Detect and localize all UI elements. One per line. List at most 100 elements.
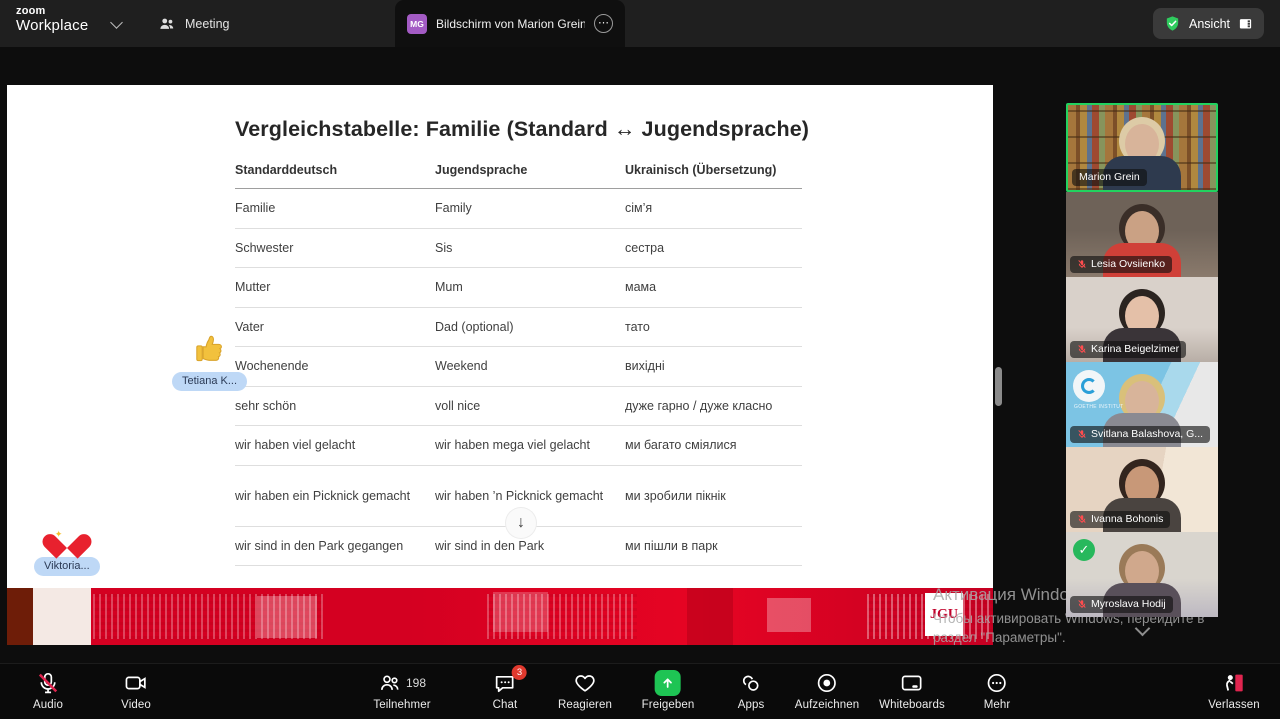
participants-count: 198 <box>405 676 427 690</box>
table-cell: дуже гарно / дуже класно <box>625 398 773 413</box>
muted-mic-icon <box>1078 345 1086 353</box>
muted-mic-icon <box>1078 260 1086 268</box>
table-cell: ми пішли в парк <box>625 538 718 553</box>
table-cell: wir haben ein Picknick gemacht <box>235 488 411 503</box>
participant-name-badge: Karina Beigelzimer <box>1070 341 1187 358</box>
mic-muted-icon <box>38 672 58 694</box>
record-button[interactable]: Aufzeichnen <box>795 671 859 711</box>
audio-button[interactable]: Audio <box>33 671 63 711</box>
participant-tile-lesia-ovsiienko[interactable]: Lesia Ovsiienko <box>1066 192 1218 277</box>
table-cell: Sis <box>435 240 453 255</box>
chat-icon <box>496 675 514 693</box>
table-row: Familie Family сім’я <box>235 189 802 229</box>
participant-name: Myroslava Hodij <box>1091 598 1166 610</box>
audio-label: Audio <box>33 699 63 711</box>
participants-label: Teilnehmer <box>373 699 431 711</box>
reaction-name-badge: Viktoria... <box>34 557 100 576</box>
view-button-label: Ansicht <box>1189 16 1230 31</box>
participant-tile-svitlana-balashova[interactable]: GOETHE INSTITUT Svitlana Balashova, G... <box>1066 362 1218 447</box>
participants-button[interactable]: 198 Teilnehmer <box>373 671 431 711</box>
participant-tile-myroslava-hodij[interactable]: ✓ Myroslava Hodij <box>1066 532 1218 617</box>
more-button[interactable]: Mehr <box>984 671 1011 711</box>
apps-button[interactable]: Apps <box>738 671 765 711</box>
participant-tile-ivanna-bohonis[interactable]: Ivanna Bohonis <box>1066 447 1218 532</box>
share-button[interactable]: Freigeben <box>641 670 695 711</box>
muted-mic-icon <box>1078 600 1086 608</box>
logo-line-workplace: Workplace <box>16 16 89 34</box>
muted-mic-icon <box>1078 515 1086 523</box>
logo-line-zoom: zoom <box>16 5 46 17</box>
check-icon: ✓ <box>1078 542 1090 557</box>
table-cell: Family <box>435 201 472 216</box>
participant-name-badge: Svitlana Balashova, G... <box>1070 426 1211 443</box>
table-row: wir sind in den Park gegangen wir sind i… <box>235 527 802 566</box>
mosaic-tile <box>767 598 811 632</box>
table-row: sehr schön voll nice дуже гарно / дуже к… <box>235 387 802 426</box>
participant-name-badge: Ivanna Bohonis <box>1070 511 1171 528</box>
workspace-chevron-down-icon[interactable] <box>110 16 123 29</box>
reaction-thumbs-up: Tetiana K... <box>172 330 248 391</box>
reaction-name-badge: Tetiana K... <box>172 372 248 391</box>
mosaic-tile <box>493 592 548 632</box>
gallery-layout-icon <box>1239 19 1252 29</box>
participant-name: Ivanna Bohonis <box>1091 513 1164 525</box>
heart-outline-icon <box>575 675 595 692</box>
more-label: Mehr <box>983 699 1011 711</box>
table-cell: wir sind in den Park gegangen <box>235 538 404 553</box>
tab-meeting[interactable]: Meeting <box>158 0 229 47</box>
slide-scroll-down-button: ↓ <box>506 508 536 538</box>
participant-tile-marion-grein[interactable]: Marion Grein <box>1066 103 1218 192</box>
share-tab-label: Bildschirm von Marion Grein <box>436 16 585 31</box>
table-cell: ми зробили пікнік <box>625 488 726 503</box>
people-icon <box>160 18 174 29</box>
table-cell: Schwester <box>235 240 294 255</box>
table-cell: сестра <box>625 240 665 255</box>
comparison-table: Standarddeutsch Jugendsprache Ukrainisch… <box>235 163 802 566</box>
react-button[interactable]: Reagieren <box>558 671 612 711</box>
chat-button[interactable]: 3 Chat <box>493 665 527 711</box>
participant-name: Svitlana Balashova, G... <box>1091 428 1204 440</box>
chat-unread-badge: 3 <box>511 665 527 680</box>
ellipsis-icon <box>987 673 1007 693</box>
meeting-toolbar: Audio Video 198 Teilnehmer <box>0 663 1280 719</box>
shared-screen-scrollbar[interactable] <box>995 367 1002 406</box>
table-cell: Vater <box>235 319 264 334</box>
table-row: Wochenende Weekend вихідні <box>235 347 802 387</box>
mosaic-texture <box>93 594 323 639</box>
table-cell: voll nice <box>435 398 481 413</box>
video-button[interactable]: Video <box>121 671 151 711</box>
jgu-logo-text: JGU <box>930 606 958 622</box>
participants-scroll-down[interactable] <box>1130 620 1154 641</box>
leave-button[interactable]: Verlassen <box>1208 671 1260 711</box>
watermark-line: раздел "Параметры". <box>933 630 1066 645</box>
heart-icon: ✦ <box>52 524 82 551</box>
participant-name-badge: Lesia Ovsiienko <box>1070 256 1173 273</box>
table-cell: тато <box>625 319 650 334</box>
tab-screen-share[interactable]: MG Bildschirm von Marion Grein ⋯ <box>395 0 625 47</box>
table-cell: wir haben ’n Picknick gemacht <box>435 488 604 503</box>
shared-screen-slide: Vergleichstabelle: Familie (Standard ↔ J… <box>7 85 993 645</box>
participant-tile-karina-beigelzimer[interactable]: Karina Beigelzimer <box>1066 277 1218 362</box>
table-cell: сім’я <box>625 201 653 216</box>
table-row: Mutter Mum мама <box>235 268 802 308</box>
slide-title: Vergleichstabelle: Familie (Standard ↔ J… <box>235 117 810 141</box>
tab-more-options-icon[interactable]: ⋯ <box>594 14 613 33</box>
camera-icon <box>125 676 147 690</box>
down-arrow-icon: ↓ <box>517 514 525 531</box>
watermark-line: Активация Windows <box>933 585 1090 604</box>
table-cell: вихідні <box>625 359 665 374</box>
table-cell: Weekend <box>435 359 488 374</box>
table-cell: Mutter <box>235 280 271 295</box>
table-cell: wir sind in den Park <box>435 538 545 553</box>
jgu-logo: JGU <box>925 593 963 636</box>
table-row: wir haben viel gelacht wir haben mega vi… <box>235 426 802 466</box>
share-label: Freigeben <box>641 699 695 711</box>
react-label: Reagieren <box>558 699 612 711</box>
table-cell: wir haben mega viel gelacht <box>435 438 590 453</box>
view-button[interactable]: Ansicht <box>1153 8 1264 39</box>
whiteboards-button[interactable]: Whiteboards <box>879 671 945 711</box>
avatar-initials: MG <box>407 13 427 34</box>
participant-name-badge: Marion Grein <box>1072 169 1147 186</box>
participant-name: Lesia Ovsiienko <box>1091 258 1166 270</box>
